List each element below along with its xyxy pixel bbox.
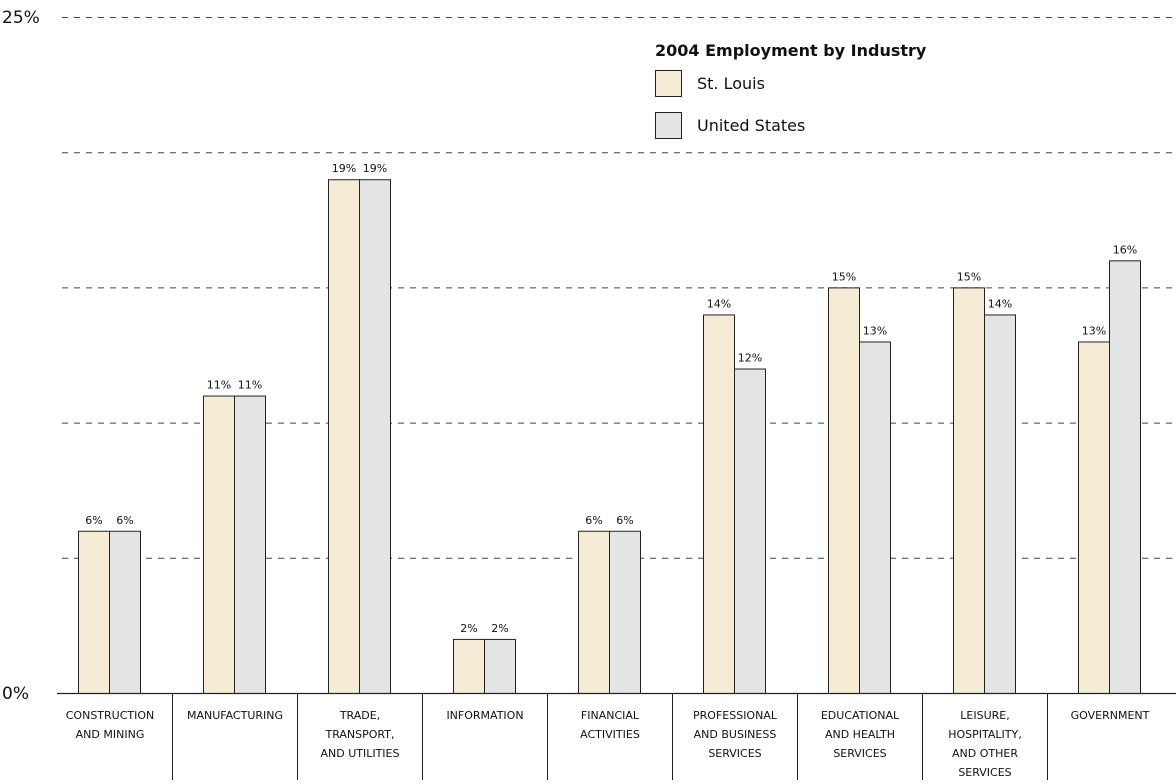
x-category-label-line: INFORMATION (446, 709, 523, 722)
bar-value-label: 2% (460, 622, 477, 635)
x-category-label: CONSTRUCTION AND MINING (66, 709, 155, 741)
y-tick-label-0: 0% (2, 684, 29, 704)
bar (734, 368, 766, 694)
x-category-label: EDUCATIONAL AND HEALTH SERVICES (821, 709, 900, 760)
x-category-label-line: AND BUSINESS (694, 728, 777, 741)
bar-value-label: 6% (85, 514, 102, 527)
bar-value-label: 15% (832, 270, 856, 283)
x-category-label: MANUFACTURING (187, 709, 283, 722)
bar (484, 638, 516, 694)
bar-value-label: 16% (1113, 243, 1137, 256)
bar (953, 287, 985, 694)
bar (703, 314, 735, 694)
bar (984, 314, 1016, 694)
bar-value-label: 12% (738, 352, 762, 365)
bar-value-label: 2% (491, 622, 508, 635)
x-category-label-line: MANUFACTURING (187, 709, 283, 722)
x-category-label-line: AND MINING (76, 728, 145, 741)
x-category-label-line: TRADE, (339, 709, 380, 722)
bar (859, 341, 891, 694)
x-category-label: FINANCIAL ACTIVITIES (580, 709, 640, 741)
bar-value-label: 13% (1082, 324, 1106, 337)
legend-swatch (655, 112, 682, 139)
bar-value-label: 11% (238, 379, 262, 392)
x-category-label-line: EDUCATIONAL (821, 709, 900, 722)
bar-value-label: 19% (363, 162, 387, 175)
x-category-label-line: SERVICES (708, 747, 761, 760)
x-category-label-line: CONSTRUCTION (66, 709, 155, 722)
x-category-label: PROFESSIONAL AND BUSINESS SERVICES (693, 709, 778, 760)
bar (234, 395, 266, 694)
x-category-label-line: ACTIVITIES (580, 728, 640, 741)
x-category-label: INFORMATION (446, 709, 523, 722)
x-category-label-line: SERVICES (833, 747, 886, 760)
legend-title: 2004 Employment by Industry (655, 41, 927, 60)
bar (203, 395, 235, 694)
legend-swatch (655, 70, 682, 97)
bar-value-label: 11% (207, 379, 231, 392)
bar-value-label: 6% (585, 514, 602, 527)
bar-value-label: 19% (332, 162, 356, 175)
y-tick-label-25: 25% (2, 8, 40, 28)
x-category-label-line: GOVERNMENT (1071, 709, 1150, 722)
x-category-label-line: LEISURE, (960, 709, 1009, 722)
bar (328, 179, 360, 695)
bar-value-label: 14% (988, 297, 1012, 310)
x-category-label-line: HOSPITALITY, (948, 728, 1022, 741)
x-category-label: TRADE, TRANSPORT, AND UTILITIES (320, 709, 399, 760)
x-category-label-line: AND HEALTH (825, 728, 895, 741)
x-category-label-line: TRANSPORT, (324, 728, 394, 741)
legend-label: St. Louis (697, 74, 765, 93)
bar-value-label: 6% (616, 514, 633, 527)
bar (109, 530, 141, 695)
bar (1109, 260, 1141, 694)
bar-value-label: 15% (957, 270, 981, 283)
bar (78, 530, 110, 695)
x-category-label-line: FINANCIAL (581, 709, 640, 722)
bar-value-label: 14% (707, 297, 731, 310)
legend-label: United States (697, 116, 805, 135)
bar-value-label: 13% (863, 324, 887, 337)
x-category-label-line: AND OTHER (952, 747, 1018, 760)
x-category-label: LEISURE, HOSPITALITY, AND OTHER SERVICES (948, 709, 1022, 779)
x-category-label-line: PROFESSIONAL (693, 709, 778, 722)
bar (828, 287, 860, 694)
x-category-label-line: AND UTILITIES (320, 747, 399, 760)
bar (453, 638, 485, 694)
bar (578, 530, 610, 695)
x-category-label: GOVERNMENT (1071, 709, 1150, 722)
bar (609, 530, 641, 695)
x-category-label-line: SERVICES (958, 766, 1011, 779)
bar (1078, 341, 1110, 694)
bar (359, 179, 391, 695)
bar-value-label: 6% (116, 514, 133, 527)
